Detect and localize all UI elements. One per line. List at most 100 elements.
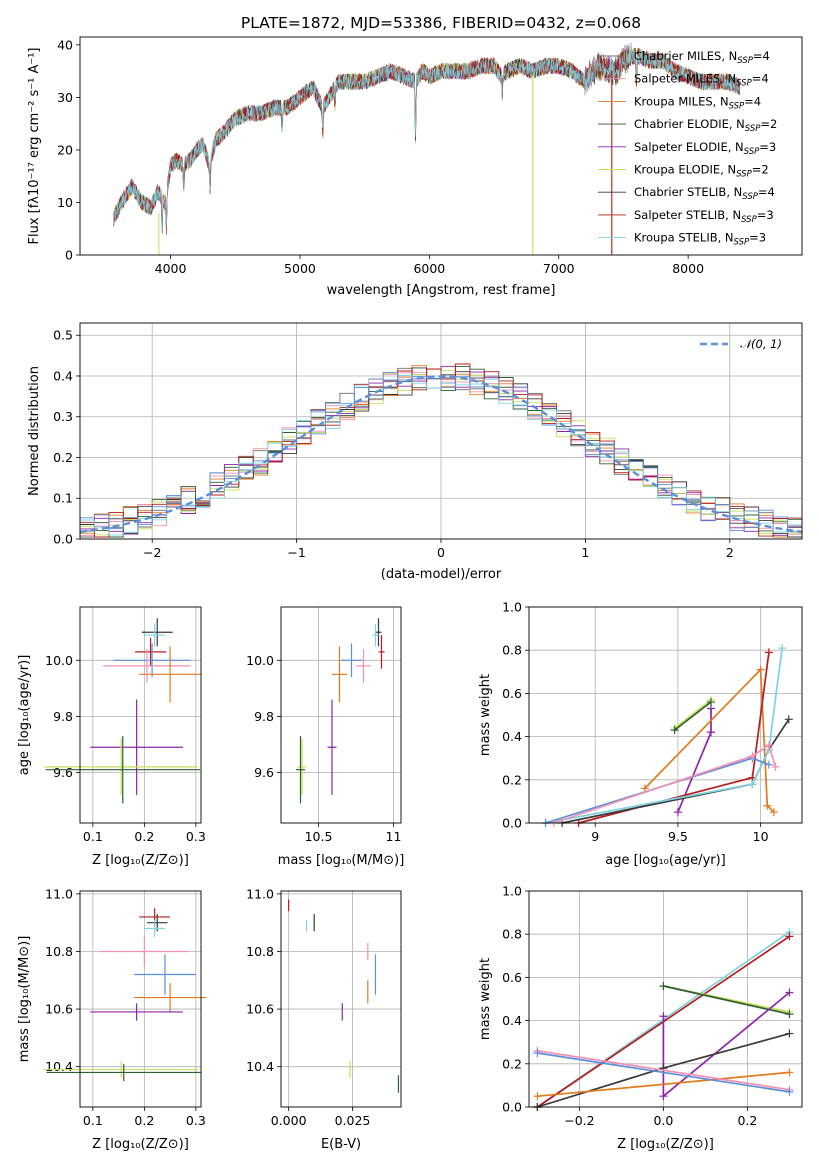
x-tick-label: 0.0 — [653, 1113, 673, 1128]
spectrum-frame — [79, 36, 803, 256]
x-tick-label: 1 — [581, 545, 589, 560]
data-point — [43, 738, 199, 795]
y-tick-label: 10 — [57, 195, 73, 210]
weight-marker — [673, 808, 682, 817]
data-point — [341, 643, 362, 678]
y-tick-label: 0.8 — [502, 643, 522, 658]
y-tick-label: 9.8 — [53, 709, 73, 724]
x-tick-label: 0.025 — [335, 1113, 371, 1128]
x-axis-label: E(B-V) — [321, 1137, 361, 1152]
mass_vs_ebv-axes: 0.000 0.025 10.4 10.6 10.8 11.0 — [246, 886, 401, 1128]
legend-entry: Chabrier ELODIE, NSSP=2 — [634, 117, 777, 134]
weight-marker — [785, 1087, 794, 1096]
data-point — [90, 1003, 183, 1021]
y-tick-label: 0.4 — [502, 729, 522, 744]
y-tick-label: 0.2 — [53, 450, 73, 465]
legend-entry: Kroupa STELIB, NSSP=3 — [634, 231, 766, 248]
weight-marker — [756, 665, 765, 674]
x-tick-label: 9 — [591, 829, 599, 844]
x-tick-label: 10.5 — [305, 829, 333, 844]
x-tick-label: 11 — [386, 829, 402, 844]
age_vs_Z-frame — [79, 606, 202, 824]
weight-line — [537, 1071, 790, 1098]
weight-line — [674, 699, 712, 729]
data-point — [100, 937, 189, 966]
y-axis-label: Normed distribution — [27, 366, 42, 496]
y-axis-label: Flux [fλ10⁻¹⁷ erg cm⁻² s⁻¹ A⁻¹] — [27, 48, 42, 245]
legend-entry: Salpeter ELODIE, NSSP=3 — [634, 140, 776, 157]
y-tick-label: 1.0 — [502, 600, 522, 615]
x-axis-label: mass [log₁₀(M/M⊙)] — [278, 853, 405, 868]
weight-line — [644, 667, 775, 813]
x-tick-label: 4000 — [155, 261, 187, 276]
residuals-frame — [79, 322, 803, 540]
x-tick-label: −0.2 — [564, 1113, 594, 1128]
data-point — [296, 736, 305, 804]
data-point — [144, 623, 165, 647]
data-point — [43, 1060, 199, 1079]
weight-marker — [785, 1010, 794, 1019]
x-axis-label: age [log₁₀(age/yr)] — [605, 853, 726, 868]
data-point — [378, 635, 385, 669]
weight-marker — [670, 726, 679, 735]
x-tick-label: 0.2 — [134, 1113, 154, 1128]
legend-entry: Salpeter STELIB, NSSP=3 — [634, 208, 774, 225]
weight-marker — [784, 715, 793, 724]
weight-marker — [771, 762, 780, 771]
weight-marker — [785, 988, 794, 997]
legend-entry: Salpeter MILES, NSSP=4 — [634, 72, 769, 89]
x-tick-label: 7000 — [543, 261, 575, 276]
weight-line — [553, 743, 777, 824]
y-tick-label: 10.8 — [45, 944, 73, 959]
weight-marker — [533, 1049, 542, 1057]
y-axis-label: age [log₁₀(age/yr)] — [17, 655, 32, 776]
y-tick-label: 0.6 — [502, 686, 522, 701]
x-tick-label: −1 — [287, 545, 305, 560]
weight-marker — [659, 1012, 668, 1021]
data-point — [297, 738, 307, 795]
x-axis-label: wavelength [Angstrom, rest frame] — [327, 283, 556, 298]
data-point — [356, 649, 371, 683]
x-tick-label: −2 — [143, 545, 161, 560]
data-point — [103, 649, 191, 683]
x-tick-label: 0.2 — [737, 1113, 757, 1128]
weight_vs_age-frame — [528, 606, 803, 824]
data-point — [90, 699, 183, 795]
legend-entry: Kroupa ELODIE, NSSP=2 — [634, 163, 769, 180]
weight-marker — [748, 780, 757, 789]
data-point — [113, 643, 191, 678]
data-point — [134, 983, 207, 1012]
spectrum-axes: 4000 5000 6000 7000 8000 0 10 20 30 40 — [57, 37, 741, 276]
weight-marker — [707, 698, 715, 707]
data-point — [135, 637, 166, 666]
data-point — [372, 623, 379, 647]
y-tick-label: 0.2 — [502, 1056, 522, 1071]
data-point — [327, 699, 337, 795]
x-axis-label: Z [log₁₀(Z/Z⊙)] — [617, 1137, 714, 1152]
age_vs_mass-axes: 10.5 11 9.6 9.8 10.0 — [246, 607, 401, 844]
weight_vs_Z-frame — [528, 890, 803, 1108]
x-tick-label: 0.3 — [186, 1113, 206, 1128]
x-tick-label: 2 — [726, 545, 734, 560]
weight-marker — [748, 752, 757, 761]
weight-marker — [785, 1029, 794, 1038]
weight-marker — [707, 728, 715, 737]
weight-line — [674, 701, 712, 731]
data-point — [144, 919, 165, 938]
y-axis-label: mass [log₁₀(M/M⊙)] — [17, 936, 32, 1063]
x-tick-label: 10 — [753, 829, 769, 844]
y-tick-label: 20 — [57, 142, 73, 157]
normal-reference-curve — [79, 375, 803, 534]
y-tick-label: 30 — [57, 90, 73, 105]
data-point — [375, 618, 382, 647]
age_vs_mass-frame — [280, 606, 402, 824]
y-tick-label: 0.8 — [502, 927, 522, 942]
weight-line — [545, 757, 770, 824]
legend-entry: 𝒩(0, 1) — [740, 337, 782, 351]
mass_vs_Z-frame — [79, 890, 202, 1108]
x-tick-label: 0.000 — [271, 1113, 307, 1128]
x-tick-label: 0 — [437, 545, 445, 560]
weight_vs_age-axes: 9 9.5 10 0.0 0.2 0.4 0.6 0.8 1.0 — [502, 600, 802, 844]
x-tick-label: 6000 — [413, 261, 445, 276]
weight-marker — [778, 644, 787, 653]
